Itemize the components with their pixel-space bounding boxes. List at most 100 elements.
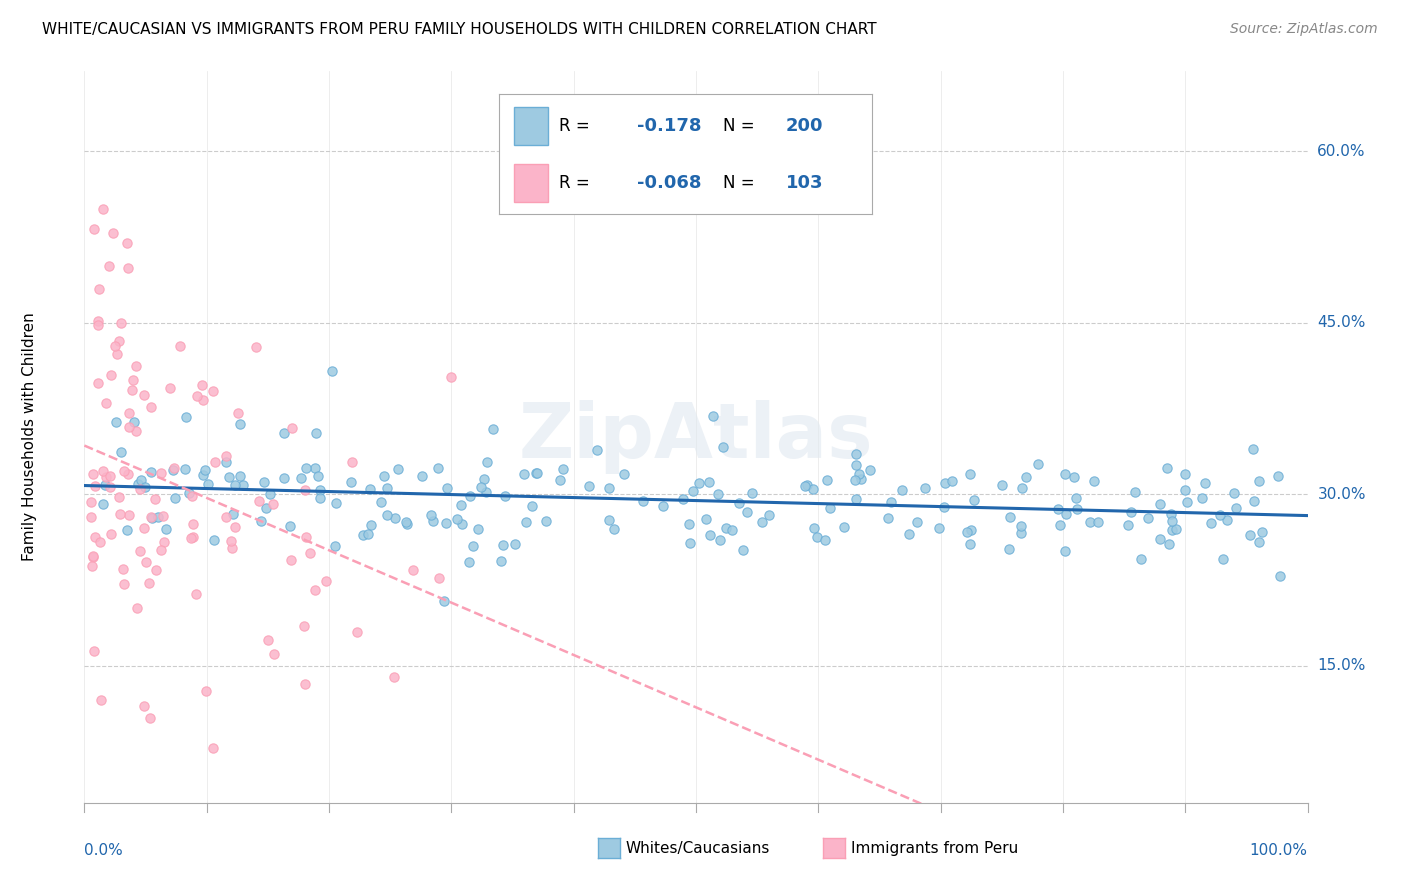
Point [82,549,104,564]
Point [1047,501,1070,516]
Point [197,476,219,491]
Point [84,479,107,493]
Point [1118,518,1140,533]
Point [163,491,186,505]
Point [86,314,108,328]
Point [548,473,571,487]
Point [149,466,172,480]
Point [281,421,304,435]
Point [84,530,107,544]
Point [134,480,156,494]
Point [108,334,131,348]
Point [97,259,120,273]
Point [91,202,114,216]
Point [280,553,302,567]
Point [1194,476,1216,491]
Point [758,508,780,523]
Point [633,494,655,508]
Point [193,392,215,407]
Point [905,515,928,529]
Point [104,338,127,352]
Point [395,516,418,530]
Point [534,514,557,528]
Point [458,489,481,503]
Point [82,467,104,481]
Point [436,481,458,495]
Point [433,593,456,607]
Point [1267,468,1289,483]
Point [150,543,173,558]
Point [204,455,226,469]
Point [94,478,117,492]
Point [1054,544,1077,558]
Text: 0.0%: 0.0% [84,843,124,858]
Point [475,484,498,499]
Bar [515,107,547,145]
Point [115,235,138,250]
Point [1064,491,1087,506]
Point [202,533,225,547]
Point [1161,523,1184,537]
Point [1149,532,1171,546]
Point [603,522,626,536]
Text: Family Households with Children: Family Households with Children [22,313,37,561]
Point [263,648,285,662]
Point [503,536,526,550]
Point [613,467,636,481]
Point [411,468,433,483]
Point [101,226,124,240]
Point [815,473,838,487]
Point [342,455,364,469]
Point [214,510,236,524]
Point [1223,485,1246,500]
Text: 100.0%: 100.0% [1250,843,1308,858]
Point [914,481,936,495]
Text: 30.0%: 30.0% [1317,487,1365,501]
Point [191,467,214,482]
Point [91,497,114,511]
Point [598,481,620,495]
Point [108,490,131,504]
Point [751,516,773,530]
Point [294,483,316,497]
Point [256,633,278,648]
Text: -0.178: -0.178 [637,117,702,136]
Point [1049,518,1071,533]
Point [928,521,950,535]
Point [475,454,498,468]
Point [1066,502,1088,516]
Point [741,485,763,500]
Point [1212,552,1234,566]
Point [695,511,717,525]
Point [80,510,103,524]
Point [472,472,495,486]
Point [83,222,105,236]
Point [651,499,673,513]
Point [141,510,163,524]
Text: 60.0%: 60.0% [1317,144,1365,159]
Text: 15.0%: 15.0% [1317,658,1365,673]
Point [1149,497,1171,511]
Point [112,576,135,591]
Text: ZipAtlas: ZipAtlas [519,401,873,474]
Point [98,469,121,483]
Point [427,461,450,475]
Point [709,533,731,547]
Point [1239,527,1261,541]
Point [195,684,218,698]
Point [1011,482,1033,496]
Point [125,424,148,438]
Point [375,481,398,495]
Point [1175,495,1198,509]
Point [232,478,254,492]
Point [1208,508,1230,523]
Point [806,530,828,544]
Point [1010,518,1032,533]
Point [427,570,450,584]
Point [735,505,758,519]
Point [290,471,312,485]
Point [121,383,143,397]
Point [359,482,381,496]
Point [678,516,700,531]
Point [446,512,468,526]
